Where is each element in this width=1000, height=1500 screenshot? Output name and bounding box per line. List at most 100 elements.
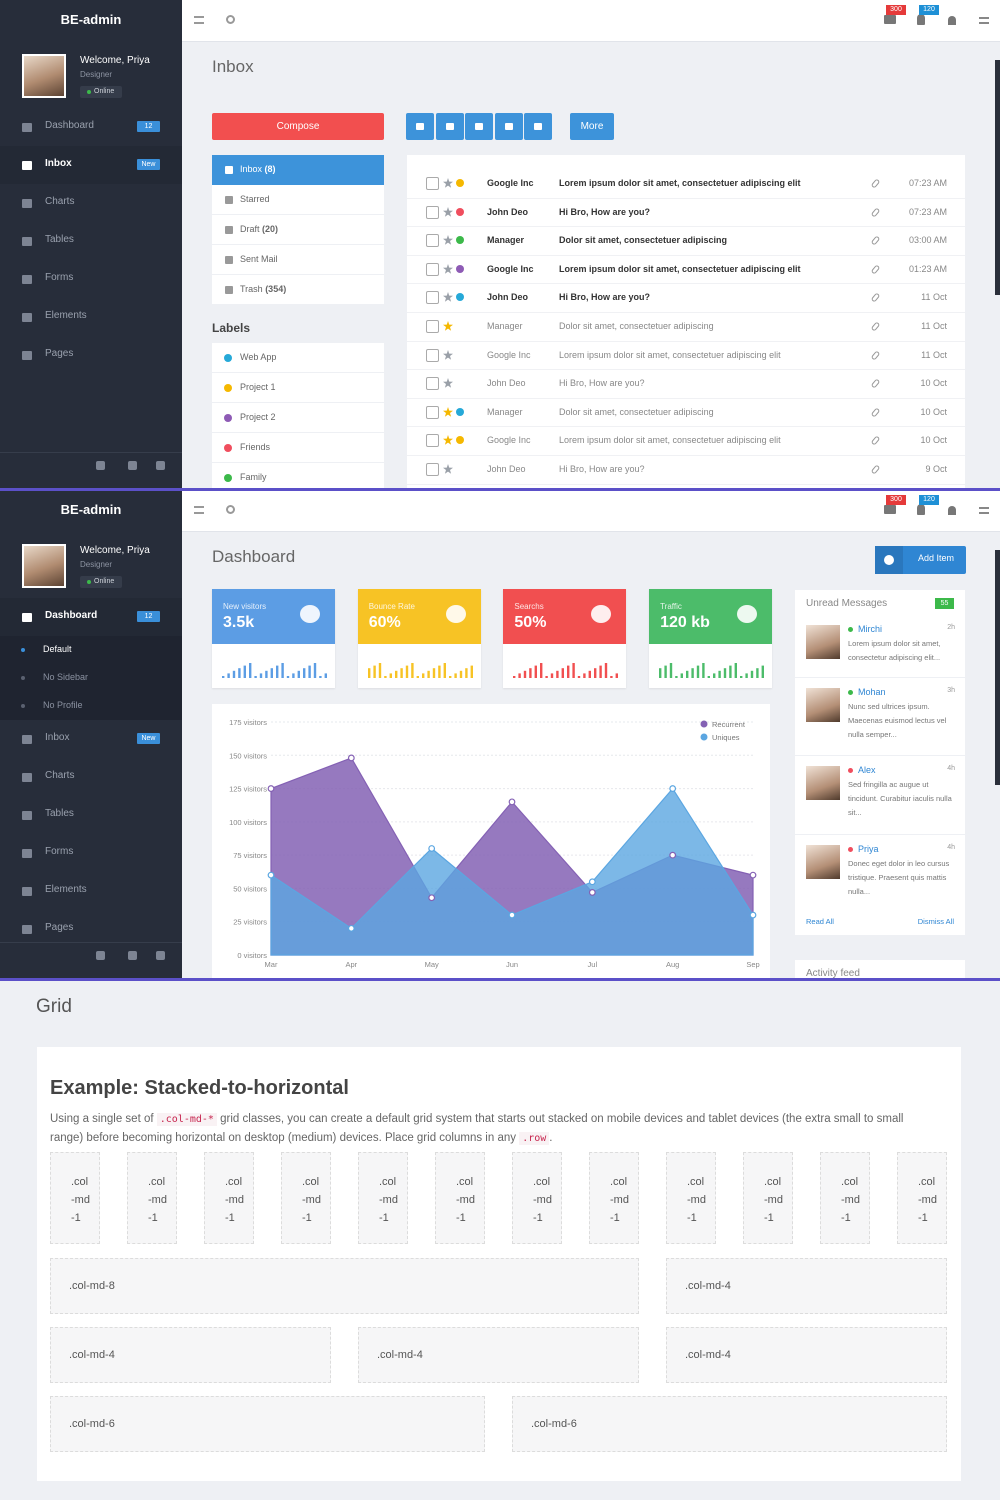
label-item[interactable]: Project 1	[212, 373, 384, 403]
nav-item[interactable]: Inbox New	[0, 720, 182, 758]
checkbox[interactable]	[426, 177, 439, 190]
grid-screen: Grid Example: Stacked-to-horizontal Using …	[0, 980, 1000, 1500]
toolbar-button[interactable]	[435, 113, 464, 140]
mail-icon[interactable]	[884, 15, 896, 24]
nav-item[interactable]: Inbox New	[0, 146, 182, 184]
menu-toggle[interactable]	[194, 16, 204, 24]
nav-item[interactable]: Dashboard 12	[0, 108, 182, 146]
point	[347, 754, 355, 762]
nav-item[interactable]: Charts	[0, 758, 182, 796]
checkbox[interactable]	[426, 234, 439, 248]
message-row[interactable]: Google Inc Lorem ipsum dolor sit amet, co…	[407, 342, 965, 371]
footer-icon[interactable]	[96, 951, 105, 960]
dismiss-all-link[interactable]: Dismiss All	[917, 917, 954, 926]
message-row[interactable]: Manager Dolor sit amet, consectetuer adip…	[407, 399, 965, 428]
nav-item[interactable]: Tables	[0, 222, 182, 260]
message-row[interactable]: Manager Dolor sit amet, consectetuer adip…	[407, 227, 965, 256]
compose-button[interactable]: Compose	[212, 113, 384, 140]
nav-item[interactable]: Pages	[0, 336, 182, 374]
read-all-link[interactable]: Read All	[806, 917, 834, 926]
nav-item[interactable]: Elements	[0, 298, 182, 336]
toolbar-button[interactable]	[494, 113, 523, 140]
checkbox[interactable]	[426, 262, 439, 276]
toolbar-button[interactable]	[524, 113, 552, 140]
menu-toggle[interactable]	[194, 506, 204, 514]
message-row[interactable]: John Deo Hi Bro, How are you? 9 Oct	[407, 456, 965, 485]
folder-name: Starred	[240, 194, 270, 204]
settings-icon[interactable]	[979, 507, 989, 514]
bell-icon[interactable]	[917, 504, 925, 515]
folder-item[interactable]: Inbox (8)	[212, 155, 384, 185]
folder-item[interactable]: Starred	[212, 185, 384, 215]
submenu-item[interactable]: Default	[0, 636, 182, 664]
folder-item[interactable]: Sent Mail	[212, 245, 384, 275]
submenu-item[interactable]: No Sidebar	[0, 664, 182, 692]
nav-item[interactable]: Elements	[0, 872, 182, 910]
star-shape	[443, 206, 453, 217]
nav-item[interactable]: Charts	[0, 184, 182, 222]
message-row[interactable]: John Deo Hi Bro, How are you? 07:23 AM	[407, 199, 965, 228]
footer-icon[interactable]	[156, 951, 165, 960]
top-header: 300 120	[182, 0, 1000, 42]
message-item[interactable]: Mirchi 2h Lorem ipsum dolor sit amet, cons…	[795, 615, 965, 678]
sparkline-bar	[659, 668, 662, 678]
sparkline-bar	[308, 665, 311, 678]
toolbar-button[interactable]	[406, 113, 434, 140]
folder-item[interactable]: Draft (20)	[212, 215, 384, 245]
footer-icon[interactable]	[128, 461, 137, 470]
stat-icon	[737, 605, 758, 623]
nav-item[interactable]: Pages	[0, 910, 182, 948]
attachment-icon	[870, 350, 881, 361]
nav-item[interactable]: Forms	[0, 834, 182, 872]
checkbox[interactable]	[426, 320, 439, 333]
message-item[interactable]: Mohan 3h Nunc sed ultrices ipsum. Maecenas…	[795, 678, 965, 756]
folder-item[interactable]: Trash (354)	[212, 275, 384, 305]
stat-value: 50%	[514, 614, 547, 631]
checkbox[interactable]	[426, 291, 439, 305]
toolbar-button[interactable]	[465, 113, 493, 140]
search-icon[interactable]	[226, 15, 235, 24]
message-item[interactable]: Priya 4h Donec eget dolor in leo cursus tr…	[795, 835, 965, 910]
mail-icon[interactable]	[884, 505, 896, 514]
more-button[interactable]: More	[570, 113, 614, 140]
message-row[interactable]: John Deo Hi Bro, How are you? 10 Oct	[407, 370, 965, 399]
user-icon[interactable]	[948, 16, 956, 25]
label-item[interactable]: Web App	[212, 343, 384, 373]
folder-name: Draft	[240, 224, 260, 234]
message-row[interactable]: John Deo Hi Bro, How are you? 11 Oct	[407, 284, 965, 313]
footer-icon[interactable]	[128, 951, 137, 960]
point	[428, 845, 436, 852]
sender: John Deo	[487, 378, 526, 389]
checkbox[interactable]	[426, 434, 439, 448]
message-row[interactable]: Manager Dolor sit amet, consectetuer adip…	[407, 313, 965, 342]
nav-icon	[22, 123, 32, 132]
nav-item[interactable]: Forms	[0, 260, 182, 298]
sparkline-bar	[432, 668, 435, 678]
label-item[interactable]: Family	[212, 463, 384, 490]
label-item[interactable]: Project 2	[212, 403, 384, 433]
footer-icon[interactable]	[156, 461, 165, 470]
message-row[interactable]: Google Inc Lorem ipsum dolor sit amet, co…	[407, 256, 965, 285]
checkbox[interactable]	[426, 463, 439, 476]
bell-icon[interactable]	[917, 14, 925, 25]
search-icon[interactable]	[226, 505, 235, 514]
settings-icon[interactable]	[979, 17, 989, 24]
user-icon[interactable]	[948, 506, 956, 515]
checkbox[interactable]	[426, 205, 439, 219]
nav-icon	[22, 161, 32, 170]
submenu-item[interactable]: No Profile	[0, 692, 182, 720]
footer-icon[interactable]	[96, 461, 105, 470]
sparkline-bar	[572, 663, 576, 678]
checkbox[interactable]	[426, 377, 439, 391]
message-item[interactable]: Alex 4h Sed fringilla ac augue ut tincidun…	[795, 756, 965, 835]
label-item[interactable]: Friends	[212, 433, 384, 463]
nav-item[interactable]: Tables	[0, 796, 182, 834]
sparkline-bar	[324, 673, 327, 678]
message-row[interactable]: Google Inc Lorem ipsum dolor sit amet, co…	[407, 170, 965, 199]
message-row[interactable]: Google Inc Lorem ipsum dolor sit amet, co…	[407, 427, 965, 456]
add-item-button[interactable]: Add Item	[875, 546, 966, 574]
checkbox[interactable]	[426, 405, 439, 419]
nav-item[interactable]: Dashboard 12	[0, 598, 182, 636]
checkbox[interactable]	[426, 348, 439, 362]
sparkline-bar	[270, 668, 273, 678]
